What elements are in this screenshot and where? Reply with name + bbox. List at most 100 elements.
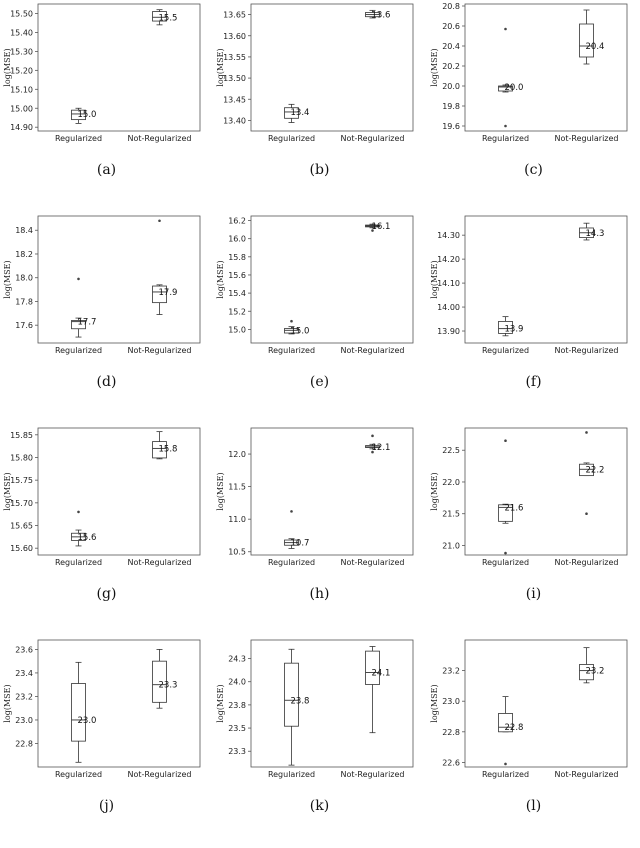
y-tick-label: 15.40 [10,28,33,37]
y-axis-label: log(MSE) [3,48,12,86]
box-iqr [152,285,167,304]
boxplot-svg: 15.60 15.65 15.70 15.75 15.80 15.85 log(MSE) 15… [3,427,201,567]
boxplot-svg: 14.90 15.00 15.10 15.20 15.30 15.40 15.50 log(M… [3,3,201,143]
box-iqr [284,107,299,119]
panel-caption: (c) [524,162,543,178]
y-tick-label: 15.4 [228,289,246,298]
median-label: 20.0 [505,83,524,93]
y-tick-label: 18.4 [15,226,33,235]
box-iqr [284,662,299,727]
y-tick-label: 22.6 [442,758,460,767]
median-label: 15.6 [78,533,97,543]
chart-panel: 22.6 22.8 23.0 23.2 log(MSE) 22.8 Regularized 2… [427,636,640,848]
y-axis-label: log(MSE) [430,48,439,86]
panel-caption: (d) [96,374,117,390]
y-tick-label: 21.0 [442,541,460,550]
boxplot-svg: 19.619.820.020.220.420.620.8log(MSE)20.0… [430,2,628,143]
x-tick-label: Not-Regularized [127,770,191,779]
outlier-point [504,439,507,442]
y-tick-label: 17.8 [15,297,33,306]
y-tick-label: 23.8 [228,701,246,710]
x-tick-label: Not-Regularized [127,558,191,567]
x-tick-label: Not-Regularized [554,770,618,779]
x-tick-label: Regularized [268,134,315,143]
median-label: 14.3 [586,229,605,239]
y-tick-label: 20.2 [442,62,460,71]
x-tick-label: Regularized [482,134,529,143]
y-tick-label: 12.0 [228,450,246,459]
chart-panel: 13.90 14.00 14.10 14.20 14.30 log(MSE) 13.9 Reg… [427,212,640,424]
boxplot-svg: 22.622.823.023.2log(MSE)22.8Regularized2… [430,639,628,779]
x-tick-label: Regularized [55,558,102,567]
median-label: 16.1 [372,222,391,232]
panel-caption: (l) [525,798,542,814]
outlier-point [371,229,374,232]
chart-panel: 17.6 17.8 18.0 18.2 18.4 log(MSE) 17.7 Regulari… [0,212,213,424]
y-tick-label: 23.3 [228,747,246,756]
y-tick-label: 11.5 [228,483,246,492]
plot-frame [250,215,414,344]
panel-caption: (a) [96,162,117,178]
x-tick-label: Regularized [55,770,102,779]
y-tick-label: 13.50 [223,74,246,83]
median-label: 12.1 [372,443,391,453]
median-label: 13.6 [372,11,391,21]
x-tick-label: Regularized [482,346,529,355]
plot-frame [37,215,201,344]
boxplot-svg: 17.6 17.8 18.0 18.2 18.4 log(MSE) 17.7 Regulari… [3,215,201,355]
outlier-point [77,510,80,514]
outlier-point [504,124,507,128]
median-label: 23.3 [159,681,178,691]
y-tick-label: 15.80 [10,453,33,462]
box-iqr [71,683,86,742]
y-tick-label: 23.2 [442,667,460,676]
chart-panel: 19.6 19.8 20.0 20.2 20.4 20.6 20.8 log(MSE) 20.0… [427,0,640,212]
plot-frame [37,639,201,768]
y-axis-label: log(MSE) [3,472,12,510]
panel-caption: (f) [525,374,542,390]
boxplot-svg: 15.0 15.2 15.4 15.6 15.8 16.0 16.2 log(MSE) 15.0… [216,215,414,355]
y-axis-label: log(MSE) [430,684,439,722]
x-tick-label: Regularized [55,346,102,355]
y-tick-label: 15.0 [228,325,246,334]
panel-caption: (k) [309,798,330,814]
box-iqr [152,441,167,459]
x-tick-label: Not-Regularized [554,134,618,143]
outlier-point [290,510,293,513]
box-iqr [579,664,594,681]
y-tick-label: 15.30 [10,47,33,56]
y-axis-label: log(MSE) [430,472,439,510]
y-tick-label: 18.2 [15,250,33,259]
y-tick-label: 15.6 [228,271,246,280]
y-tick-label: 10.5 [228,548,246,557]
y-tick-label: 15.20 [10,66,33,75]
median-label: 13.4 [291,108,310,118]
panel-caption: (i) [525,586,542,602]
y-tick-label: 23.6 [15,645,33,654]
plot-frame [250,3,414,132]
chart-panel: 23.3 23.5 23.8 24.0 24.3 log(MSE) 23.8 Regulari… [213,636,426,848]
x-tick-label: Regularized [482,558,529,567]
plot-frame [464,639,628,768]
x-tick-label: Regularized [55,134,102,143]
y-tick-label: 20.4 [442,42,460,51]
y-tick-label: 14.10 [437,279,460,288]
panel-caption: (g) [96,586,117,602]
x-tick-label: Not-Regularized [340,134,404,143]
plot-frame [250,427,414,556]
chart-panel: 13.40 13.45 13.50 13.55 13.60 13.65 log(MSE) 13… [213,0,426,212]
outlier-point [371,434,374,438]
box-iqr [498,504,513,522]
median-label: 23.2 [586,667,605,677]
chart-panel: 21.0 21.5 22.0 22.5 log(MSE) 21.6 Regularized 2… [427,424,640,636]
y-tick-label: 23.0 [15,716,33,725]
chart-panel: 15.0 15.2 15.4 15.6 15.8 16.0 16.2 log(MSE) 15.0… [213,212,426,424]
x-tick-label: Not-Regularized [340,770,404,779]
outlier-point [585,512,588,516]
chart-panel: 14.90 15.00 15.10 15.20 15.30 15.40 15.50 log(M… [0,0,213,212]
y-tick-label: 18.0 [15,274,33,283]
median-label: 15.5 [159,13,178,23]
plot-frame [37,3,201,132]
outlier-point [504,27,507,31]
